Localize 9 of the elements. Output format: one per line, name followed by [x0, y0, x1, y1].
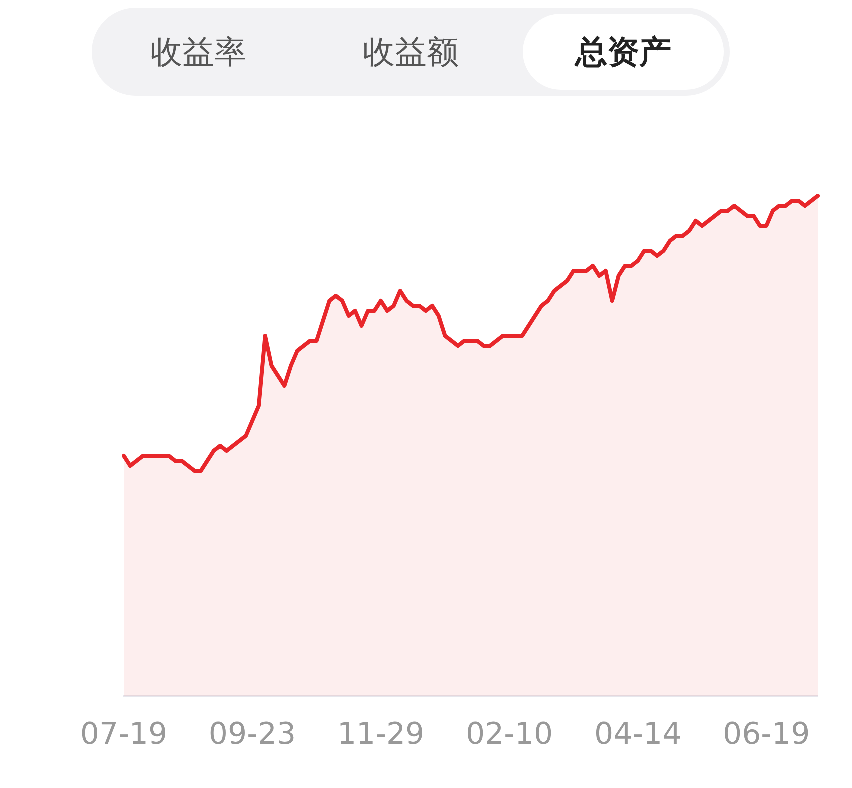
- x-tick-label: 09-23: [208, 716, 296, 752]
- x-tick-label: 04-14: [594, 716, 682, 752]
- text: 收益率: [149, 32, 248, 73]
- x-tick-label: 07-19: [80, 716, 168, 752]
- text: 收益额: [362, 32, 460, 73]
- x-tick-label: 02-10: [466, 716, 554, 752]
- text: 总资产: [523, 14, 724, 90]
- x-tick-label: 06-19: [723, 716, 810, 752]
- x-tick-label: 11-29: [337, 716, 425, 752]
